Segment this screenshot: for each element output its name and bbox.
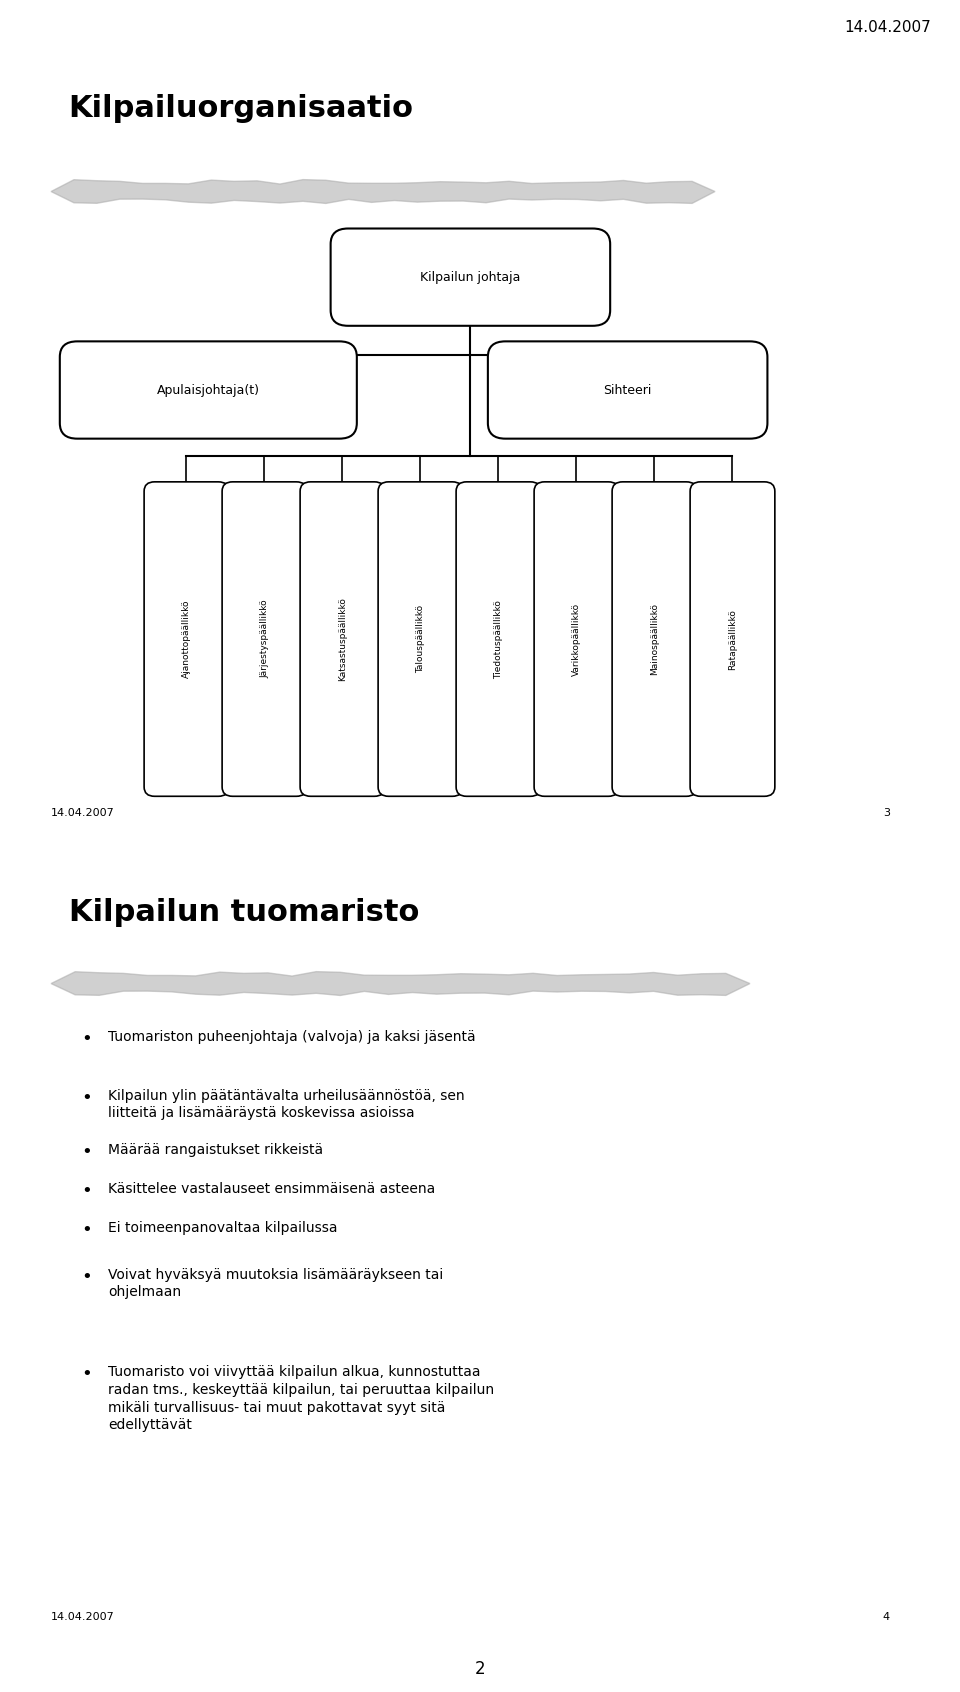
Text: 2: 2	[474, 1660, 486, 1678]
Text: Katsastuspäällikkö: Katsastuspäällikkö	[338, 597, 347, 680]
Text: Käsittelee vastalauseet ensimmäisenä asteena: Käsittelee vastalauseet ensimmäisenä ast…	[108, 1183, 435, 1196]
Text: Järjestyspäällikkö: Järjestyspäällikkö	[260, 599, 269, 678]
FancyBboxPatch shape	[20, 851, 921, 1653]
Text: Sihteeri: Sihteeri	[604, 384, 652, 396]
Text: 4: 4	[882, 1612, 890, 1621]
Text: Tiedotuspäällikkö: Tiedotuspäällikkö	[494, 599, 503, 678]
FancyBboxPatch shape	[690, 482, 775, 797]
Text: •: •	[82, 1144, 92, 1161]
Text: Voivat hyväksyä muutoksia lisämääräykseen tai
ohjelmaan: Voivat hyväksyä muutoksia lisämääräyksee…	[108, 1267, 444, 1299]
Text: •: •	[82, 1365, 92, 1382]
Text: Varikkopäällikkö: Varikkopäällikkö	[572, 602, 581, 675]
Text: 14.04.2007: 14.04.2007	[51, 1612, 115, 1621]
Text: Apulaisjohtaja(t): Apulaisjohtaja(t)	[156, 384, 260, 396]
Text: •: •	[82, 1267, 92, 1286]
Text: •: •	[82, 1088, 92, 1107]
Text: •: •	[82, 1222, 92, 1239]
Polygon shape	[51, 971, 750, 995]
FancyBboxPatch shape	[456, 482, 540, 797]
FancyBboxPatch shape	[60, 342, 357, 438]
FancyBboxPatch shape	[612, 482, 697, 797]
Text: Kilpailuorganisaatio: Kilpailuorganisaatio	[68, 95, 414, 124]
Text: Talouspäällikkö: Talouspäällikkö	[416, 606, 425, 673]
FancyBboxPatch shape	[534, 482, 619, 797]
FancyBboxPatch shape	[20, 47, 921, 849]
Text: Kilpailun ylin päätäntävalta urheilusäännöstöä, sen
liitteitä ja lisämääräystä k: Kilpailun ylin päätäntävalta urheilusään…	[108, 1088, 465, 1120]
Text: Ratapäällikkö: Ratapäällikkö	[728, 609, 737, 670]
Text: Ei toimeenpanovaltaa kilpailussa: Ei toimeenpanovaltaa kilpailussa	[108, 1222, 337, 1235]
FancyBboxPatch shape	[330, 228, 611, 327]
FancyBboxPatch shape	[378, 482, 463, 797]
Text: Tuomaristo voi viivyttää kilpailun alkua, kunnostuttaa
radan tms., keskeyttää ki: Tuomaristo voi viivyttää kilpailun alkua…	[108, 1365, 494, 1433]
FancyBboxPatch shape	[488, 342, 767, 438]
Text: Tuomariston puheenjohtaja (valvoja) ja kaksi jäsentä: Tuomariston puheenjohtaja (valvoja) ja k…	[108, 1030, 475, 1044]
FancyBboxPatch shape	[300, 482, 385, 797]
Text: 14.04.2007: 14.04.2007	[51, 809, 115, 819]
Text: Kilpailun johtaja: Kilpailun johtaja	[420, 271, 520, 284]
Text: 14.04.2007: 14.04.2007	[845, 20, 931, 36]
Text: 3: 3	[883, 809, 890, 819]
Text: Mainospäällikkö: Mainospäällikkö	[650, 602, 659, 675]
Text: Kilpailun tuomaristo: Kilpailun tuomaristo	[68, 898, 419, 927]
Text: Ajanottopäällikkö: Ajanottopäällikkö	[182, 601, 191, 678]
Text: •: •	[82, 1030, 92, 1049]
Polygon shape	[51, 179, 715, 203]
Text: •: •	[82, 1183, 92, 1200]
FancyBboxPatch shape	[222, 482, 307, 797]
Text: Määrää rangaistukset rikkeistä: Määrää rangaistukset rikkeistä	[108, 1144, 323, 1157]
FancyBboxPatch shape	[144, 482, 228, 797]
